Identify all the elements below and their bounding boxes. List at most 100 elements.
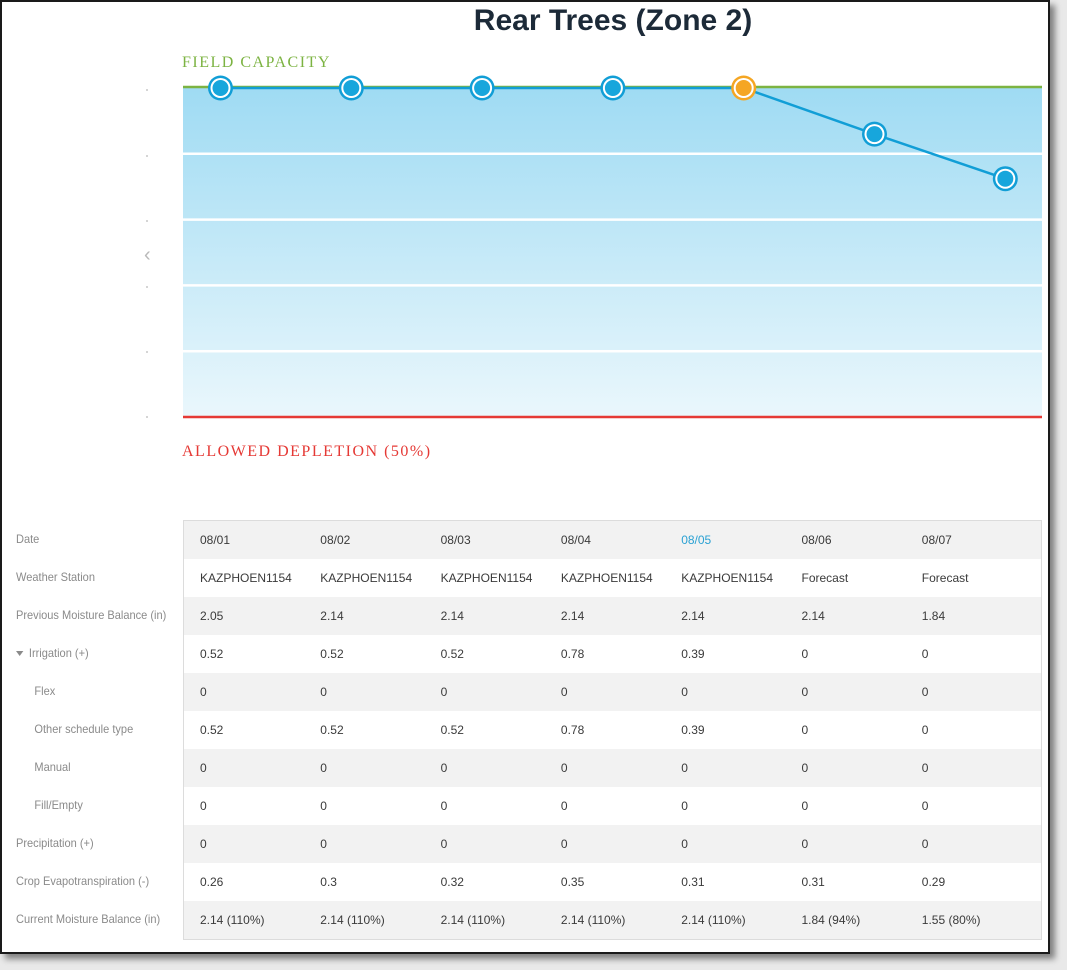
table-row: 0 0 0 0 0 0 0 — [184, 787, 1041, 825]
caret-down-icon[interactable] — [16, 651, 24, 657]
table-cell: 0.39 — [681, 723, 705, 737]
axis-tick-dot — [146, 220, 148, 222]
table-row: 0.52 0.52 0.52 0.78 0.39 0 0 — [184, 711, 1041, 749]
data-point-fill — [343, 80, 360, 96]
table-cell: 0.52 — [200, 723, 224, 737]
table-cell: 2.14 (110%) — [560, 913, 626, 927]
table-cell: 0.31 — [801, 875, 825, 889]
table-cell: 0.52 — [200, 647, 224, 661]
table-cell: 0.52 — [320, 647, 344, 661]
table-cell: 0 — [560, 685, 568, 699]
field-capacity-label: FIELD CAPACITY — [182, 54, 331, 71]
data-point[interactable] — [338, 75, 364, 101]
table-cell: 0 — [320, 799, 327, 813]
row-label-text: Crop Evapotranspiration (-) — [16, 874, 150, 888]
table-cell: 0 — [921, 837, 929, 851]
row-label-text: Precipitation (+) — [16, 836, 94, 850]
table-cell: 0 — [560, 837, 568, 851]
date-header-cell[interactable]: 08/05 — [681, 533, 712, 547]
date-header-cell[interactable]: 08/06 — [801, 533, 832, 547]
row-label-text: Date — [16, 532, 40, 546]
table-row: 08/01 08/02 08/03 08/04 08/05 08/06 08/07 — [184, 521, 1041, 559]
row-label: Flex — [16, 673, 168, 711]
data-point-fill — [735, 80, 752, 96]
table-cell: 0 — [200, 761, 207, 775]
moisture-band — [183, 88, 1042, 417]
date-header-cell[interactable]: 08/03 — [440, 533, 471, 547]
row-label: Other schedule type — [16, 711, 168, 749]
table-cell: 0.52 — [440, 647, 464, 661]
row-label[interactable]: Irrigation (+) — [16, 635, 168, 673]
table-cell: 0 — [440, 685, 448, 699]
table-cell: 0 — [440, 799, 448, 813]
table-cell: 0 — [681, 799, 688, 813]
table-cell: 0.26 — [200, 875, 224, 889]
row-label: Fill/Empty — [16, 787, 168, 825]
date-header-cell[interactable]: 08/04 — [560, 533, 591, 547]
row-label-text: Fill/Empty — [34, 798, 83, 812]
table-cell: 0 — [200, 837, 207, 851]
table-cell: 0 — [320, 685, 327, 699]
table-row: 2.05 2.14 2.14 2.14 2.14 2.14 1.84 — [184, 597, 1041, 635]
date-header-cell[interactable]: 08/07 — [921, 533, 952, 547]
table-cell: 0 — [921, 761, 929, 775]
row-label-text: Flex — [34, 684, 56, 698]
table-cell: 0 — [801, 837, 809, 851]
table-cell: 0.35 — [560, 875, 585, 889]
table-cell: 0 — [921, 799, 929, 813]
axis-tick-dot — [146, 416, 148, 418]
data-point[interactable] — [208, 75, 233, 101]
date-header-cell[interactable]: 08/01 — [200, 533, 231, 547]
row-label: Previous Moisture Balance (in) — [16, 597, 168, 635]
table-row: 0 0 0 0 0 0 0 — [184, 825, 1041, 863]
axis-tick-dot — [146, 155, 148, 157]
table-cell: 0 — [801, 761, 809, 775]
table-cell: 0.52 — [320, 723, 344, 737]
table-cell: 2.14 — [560, 609, 585, 623]
axis-tick-dot — [146, 89, 148, 91]
table-cell: 0.39 — [681, 647, 705, 661]
table-cell: 0.29 — [921, 875, 946, 889]
table-cell: 0 — [320, 837, 327, 851]
table-cell: 0.32 — [440, 875, 464, 889]
table-row: 0.52 0.52 0.52 0.78 0.39 0 0 — [184, 635, 1041, 673]
table-cell: 1.84 — [921, 609, 946, 623]
allowed-depletion-label: ALLOWED DEPLETION (50%) — [182, 443, 432, 460]
row-label: Date — [16, 521, 168, 559]
table-cell: 1.84 (94%) — [801, 913, 861, 927]
chart-title: Rear Trees (Zone 2) — [473, 4, 753, 37]
table-cell: 0.78 — [560, 647, 585, 661]
table-cell: 0 — [200, 799, 207, 813]
table-cell: KAZPHOEN1154 — [440, 571, 533, 585]
table-row: 2.14 (110%) 2.14 (110%) 2.14 (110%) 2.14 (1… — [184, 901, 1041, 939]
data-point[interactable] — [862, 121, 887, 147]
table-cell: 2.14 — [440, 609, 464, 623]
data-point-fill — [997, 170, 1014, 187]
data-point[interactable] — [469, 75, 495, 101]
table-row: 0 0 0 0 0 0 0 — [184, 673, 1041, 711]
table-cell: 2.14 — [801, 609, 825, 623]
table-cell: 2.14 (110%) — [681, 913, 746, 927]
axis-tick-dot — [146, 351, 148, 353]
data-point[interactable] — [731, 75, 757, 101]
table-cell: KAZPHOEN1154 — [560, 571, 653, 585]
data-point[interactable] — [992, 166, 1018, 192]
table-cell: 0 — [320, 761, 327, 775]
data-point-fill — [604, 80, 621, 96]
row-label-text: Other schedule type — [34, 722, 134, 736]
date-header-cell[interactable]: 08/02 — [320, 533, 351, 547]
table-cell: 0.31 — [681, 875, 705, 889]
table-cell: 1.55 (80%) — [921, 913, 981, 927]
table-cell: 0 — [681, 837, 688, 851]
table-cell: 0 — [200, 685, 207, 699]
chevron-left-icon[interactable]: ‹ — [144, 244, 151, 266]
table-cell: 0 — [921, 723, 929, 737]
table-cell: 2.14 — [320, 609, 344, 623]
table-row: 0.26 0.3 0.32 0.35 0.31 0.31 0.29 — [184, 863, 1041, 901]
data-point-fill — [474, 80, 491, 96]
table-cell: 2.14 (110%) — [200, 913, 265, 927]
table-cell: 0 — [681, 685, 688, 699]
row-label-text: Current Moisture Balance (in) — [16, 912, 161, 926]
table-cell: 0.3 — [320, 875, 337, 889]
data-point[interactable] — [600, 75, 626, 101]
